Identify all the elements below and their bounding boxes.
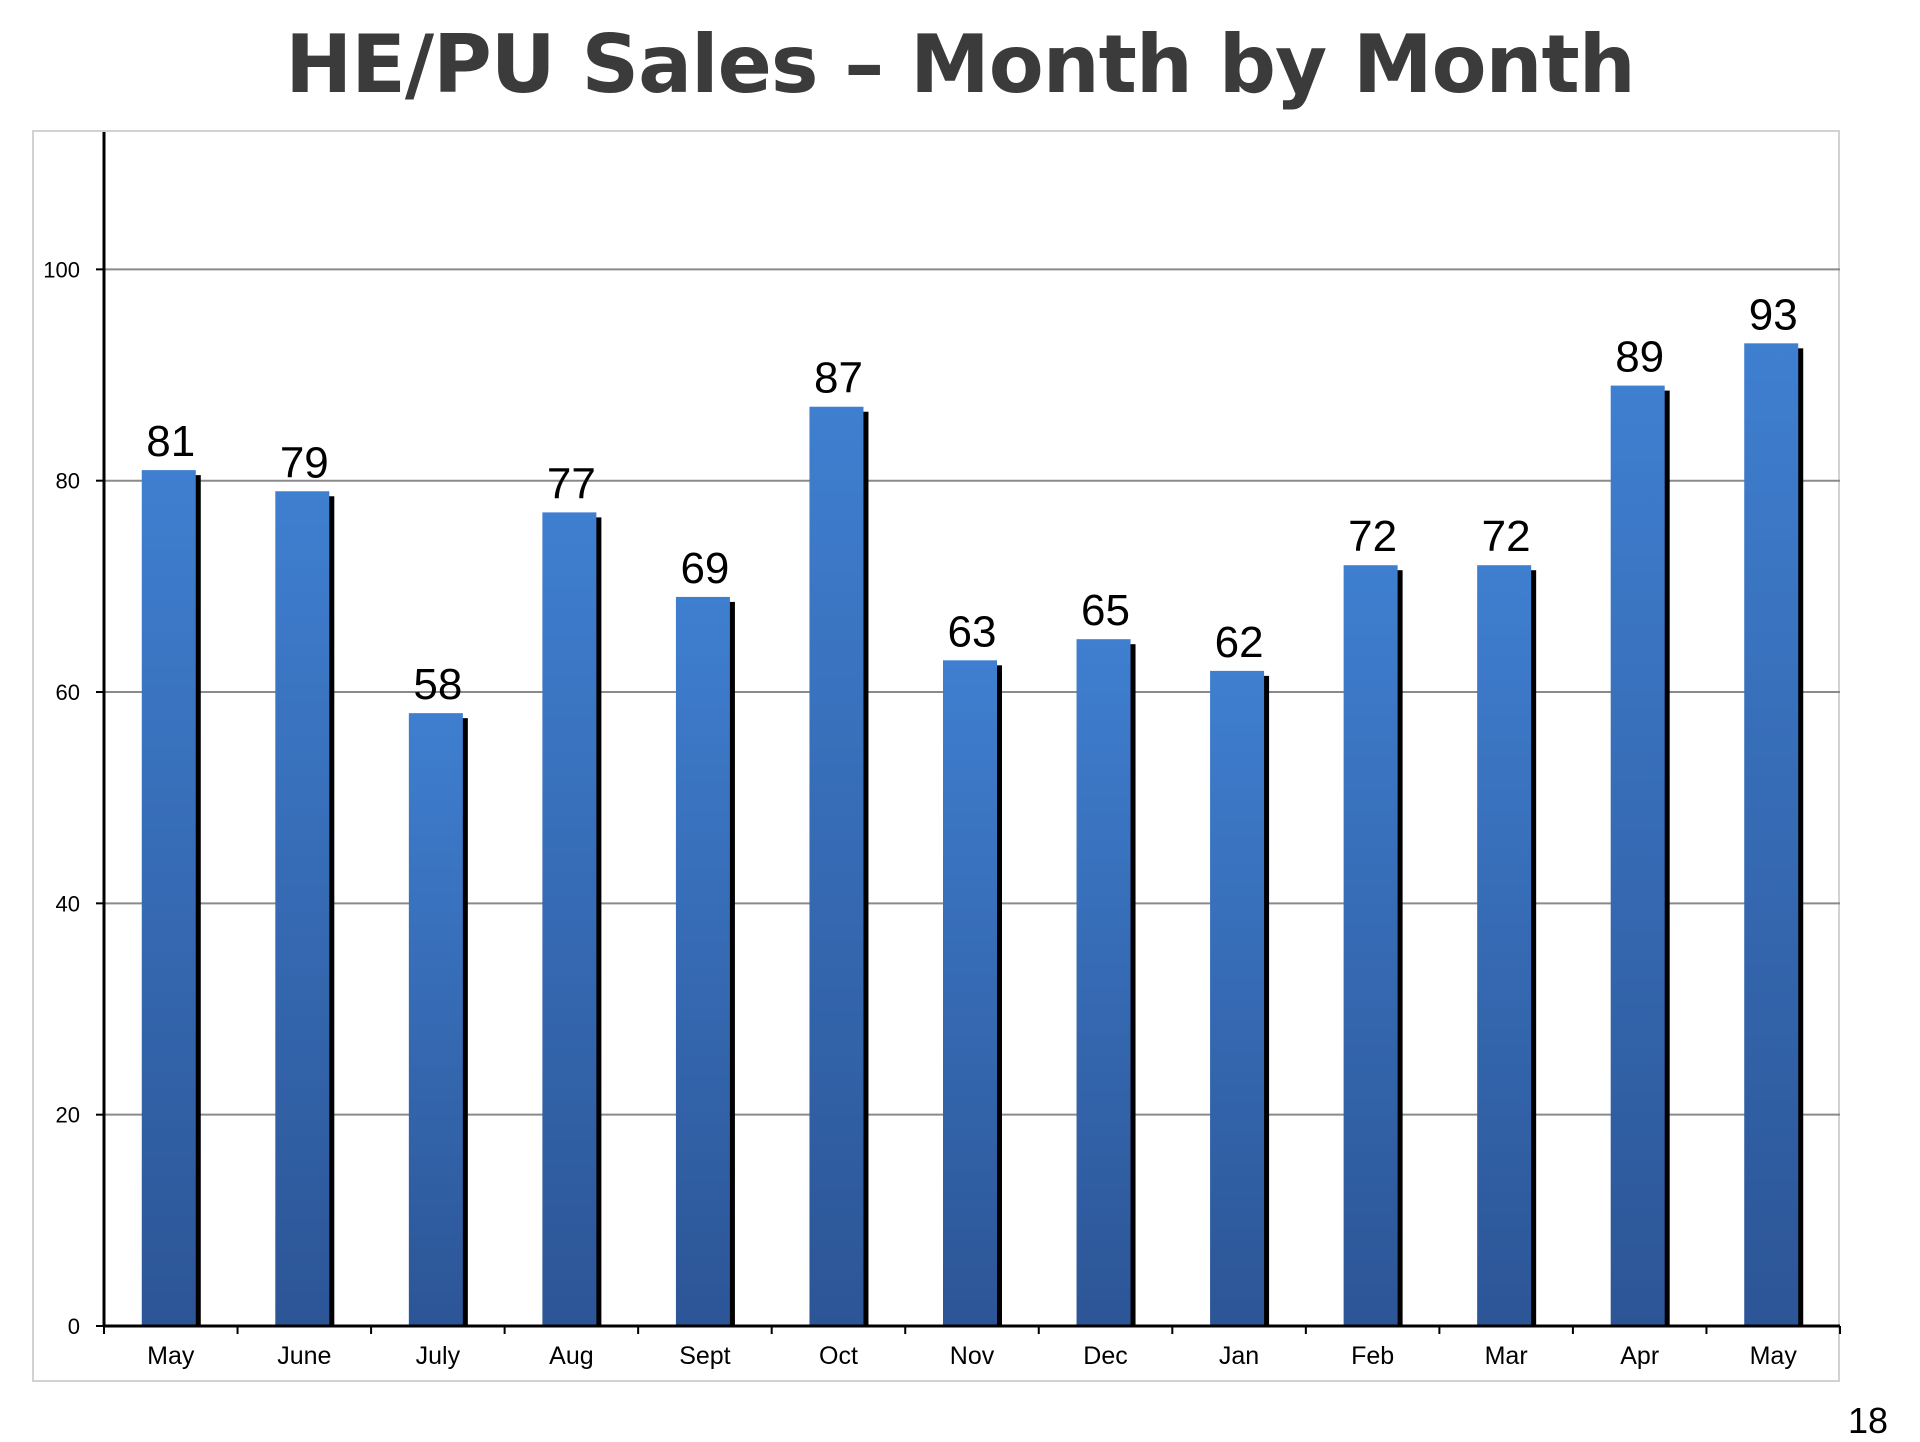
x-tick-label: Jan — [1219, 1342, 1259, 1370]
x-tick-label: May — [1750, 1342, 1798, 1370]
x-tick-label: June — [277, 1342, 331, 1370]
x-tick-label: Apr — [1620, 1342, 1659, 1370]
bar — [675, 596, 730, 1326]
slide-title: HE/PU Sales – Month by Month — [285, 18, 1635, 111]
bar — [1343, 565, 1398, 1326]
x-tick-label: Mar — [1485, 1342, 1528, 1370]
data-label: 89 — [1615, 333, 1664, 382]
data-label: 93 — [1749, 290, 1798, 339]
x-tick-label: Sept — [679, 1342, 730, 1370]
x-tick-label: Nov — [950, 1342, 995, 1370]
data-label: 72 — [1482, 512, 1531, 561]
bar — [408, 713, 463, 1326]
data-label: 79 — [280, 438, 329, 487]
y-tick-label: 40 — [56, 891, 80, 916]
bar — [141, 470, 196, 1326]
bar — [1076, 639, 1131, 1326]
x-tick-label: May — [147, 1342, 195, 1370]
axes — [96, 132, 1841, 1334]
y-tick-label: 60 — [56, 680, 80, 705]
bar — [809, 406, 864, 1326]
bar — [275, 491, 330, 1327]
data-label: 69 — [680, 544, 729, 593]
x-axis-tick-labels: May June July Aug Sept Oct Nov Dec Jan Feb Mar Apr M… — [147, 1342, 1797, 1370]
chart-frame — [32, 130, 1840, 1382]
data-label: 81 — [146, 417, 195, 466]
bar — [542, 512, 597, 1326]
bar — [1477, 565, 1532, 1326]
bars — [141, 343, 1804, 1327]
x-tick-label: Oct — [819, 1342, 858, 1370]
y-tick-label: 80 — [56, 469, 80, 494]
bar — [1610, 385, 1665, 1327]
bar — [1210, 670, 1265, 1326]
y-tick-label: 0 — [68, 1314, 80, 1339]
data-label: 58 — [413, 660, 462, 709]
data-label: 72 — [1348, 512, 1397, 561]
x-tick-label: Feb — [1351, 1342, 1394, 1370]
x-tick-label: Dec — [1083, 1342, 1127, 1370]
x-tick-label: July — [416, 1342, 461, 1370]
data-label: 65 — [1081, 586, 1130, 635]
y-tick-label: 100 — [43, 257, 80, 282]
y-axis-tick-labels: 0 20 40 60 80 100 — [43, 257, 80, 1339]
data-label: 77 — [547, 459, 596, 508]
data-label: 62 — [1215, 618, 1264, 667]
y-tick-label: 20 — [56, 1103, 80, 1128]
data-label: 63 — [948, 607, 997, 656]
page-number: 18 — [1847, 1400, 1888, 1441]
data-labels: 81 79 58 77 69 87 63 65 62 72 72 89 93 — [146, 290, 1797, 709]
data-label: 87 — [814, 354, 863, 403]
bar — [1744, 343, 1799, 1327]
x-tick-label: Aug — [549, 1342, 593, 1370]
bar — [943, 660, 997, 1326]
